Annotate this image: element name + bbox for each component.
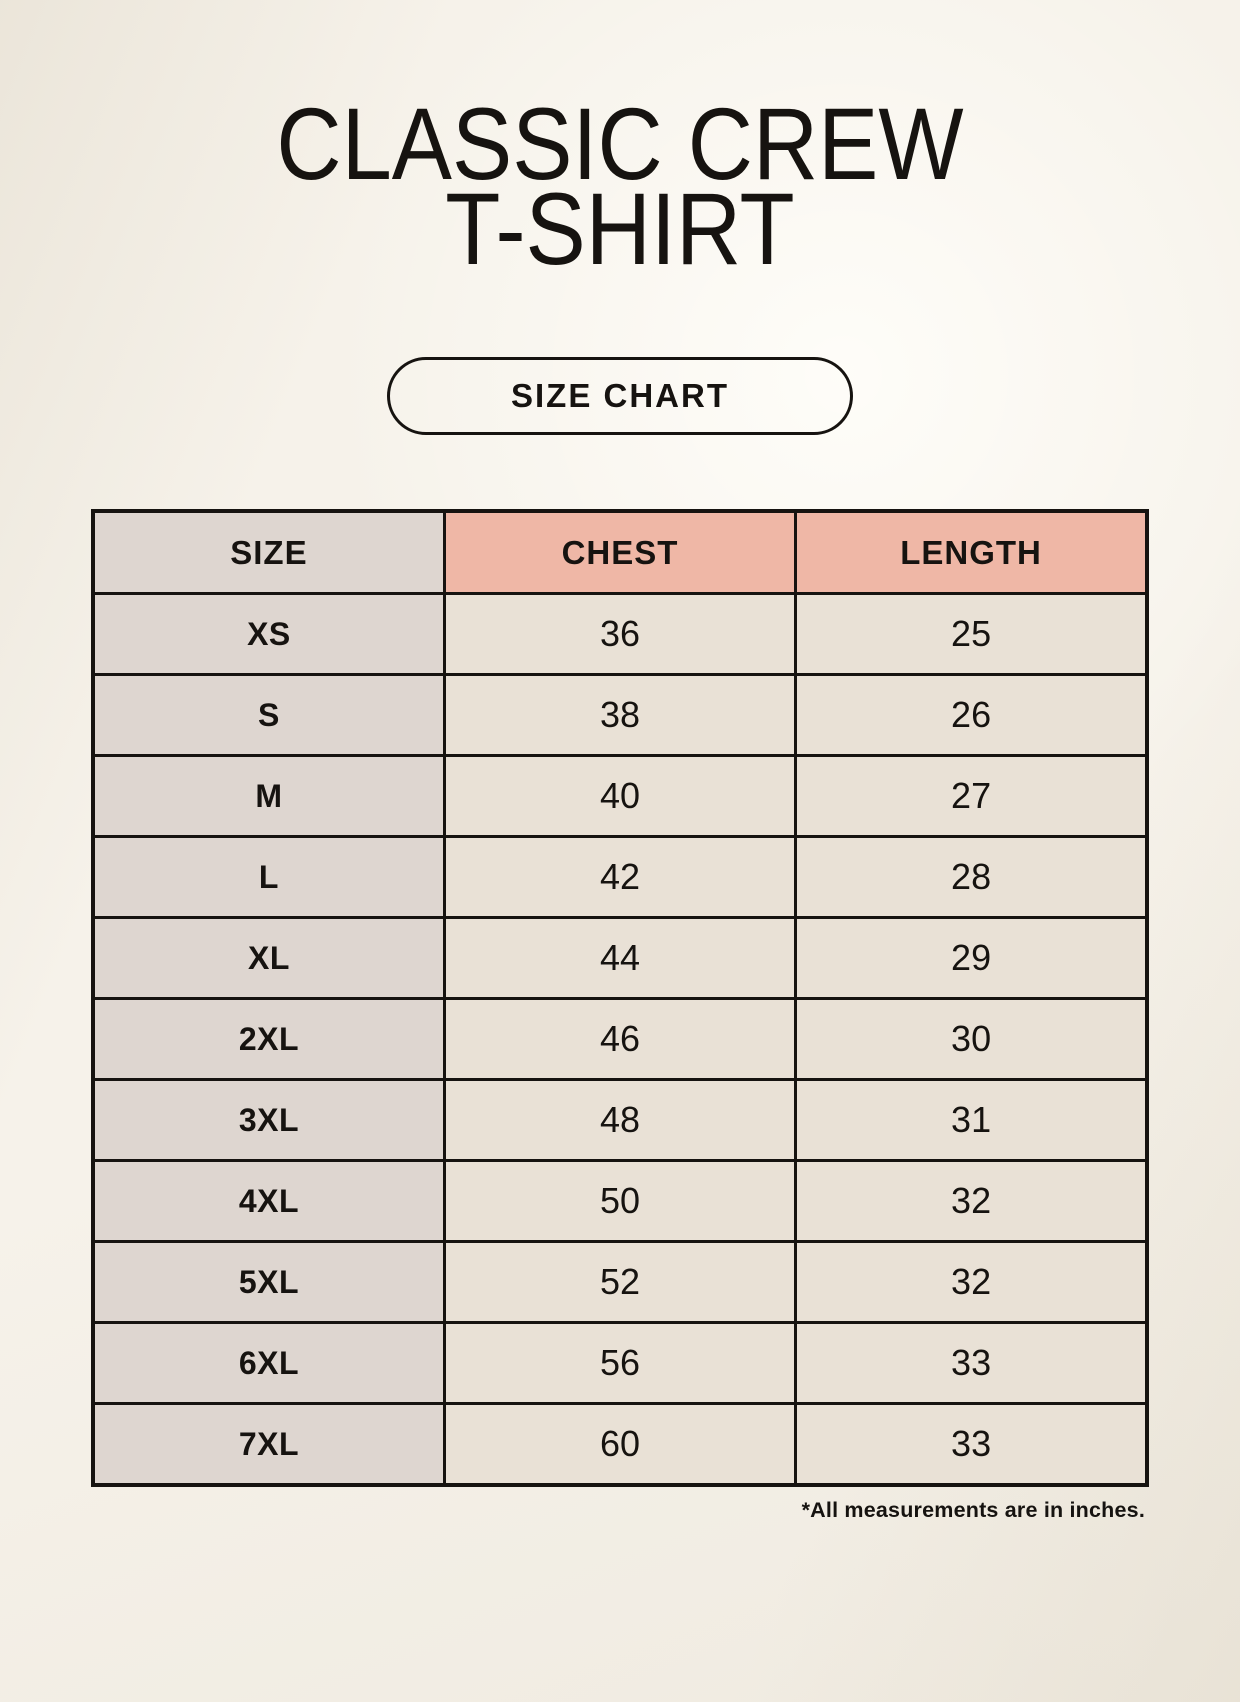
size-cell: 3XL	[91, 1078, 446, 1162]
chest-cell: 38	[442, 673, 798, 757]
chest-cell: 40	[442, 754, 798, 838]
length-cell: 31	[794, 1078, 1149, 1162]
chest-cell: 56	[442, 1321, 798, 1405]
chest-cell: 36	[442, 592, 798, 676]
page-title: CLASSIC CREW T-SHIRT	[71, 87, 1168, 286]
table-row: S 38 26	[91, 673, 1149, 757]
size-chart-button-label: SIZE CHART	[511, 377, 729, 414]
chest-cell: 44	[442, 916, 798, 1000]
size-chart-table: SIZE CHEST LENGTH XS 36 25 S 38 26 M 40 27 L 42 28 X…	[91, 509, 1149, 1487]
page-title-line2: T-SHIRT	[445, 172, 795, 286]
length-cell: 26	[794, 673, 1149, 757]
table-row: 3XL 48 31	[91, 1078, 1149, 1162]
length-cell: 32	[794, 1159, 1149, 1243]
table-row: M 40 27	[91, 754, 1149, 838]
table-row: XL 44 29	[91, 916, 1149, 1000]
column-header-chest: CHEST	[442, 509, 798, 595]
size-cell: S	[91, 673, 446, 757]
chest-cell: 50	[442, 1159, 798, 1243]
table-header: SIZE CHEST LENGTH	[91, 509, 1149, 595]
table-header-row: SIZE CHEST LENGTH	[91, 509, 1149, 595]
measurements-footnote: *All measurements are in inches.	[801, 1498, 1145, 1522]
length-cell: 33	[794, 1402, 1149, 1487]
size-chart-table-body: XS 36 25 S 38 26 M 40 27 L 42 28 XL 44 29 2XL 46 30 3XL 48 3…	[91, 592, 1149, 1487]
size-cell: 4XL	[91, 1159, 446, 1243]
length-cell: 27	[794, 754, 1149, 838]
table-row: 7XL 60 33	[91, 1402, 1149, 1487]
size-chart-table-container: SIZE CHEST LENGTH XS 36 25 S 38 26 M 40 27 L 42 28 X…	[91, 509, 1149, 1523]
table-row: 5XL 52 32	[91, 1240, 1149, 1324]
size-cell: L	[91, 835, 446, 919]
size-cell: 2XL	[91, 997, 446, 1081]
size-cell: 7XL	[91, 1402, 446, 1487]
size-cell: 5XL	[91, 1240, 446, 1324]
table-row: 4XL 50 32	[91, 1159, 1149, 1243]
size-chart-button[interactable]: SIZE CHART	[387, 357, 853, 435]
size-cell: XS	[91, 592, 446, 676]
size-cell: M	[91, 754, 446, 838]
length-cell: 29	[794, 916, 1149, 1000]
size-cell: XL	[91, 916, 446, 1000]
length-cell: 32	[794, 1240, 1149, 1324]
length-cell: 33	[794, 1321, 1149, 1405]
table-row: L 42 28	[91, 835, 1149, 919]
length-cell: 25	[794, 592, 1149, 676]
chest-cell: 48	[442, 1078, 798, 1162]
chest-cell: 46	[442, 997, 798, 1081]
column-header-size: SIZE	[91, 509, 446, 595]
chest-cell: 42	[442, 835, 798, 919]
length-cell: 30	[794, 997, 1149, 1081]
column-header-length: LENGTH	[794, 509, 1149, 595]
page-title-line1: CLASSIC CREW	[276, 87, 964, 201]
chest-cell: 52	[442, 1240, 798, 1324]
table-row: XS 36 25	[91, 592, 1149, 676]
table-row: 6XL 56 33	[91, 1321, 1149, 1405]
length-cell: 28	[794, 835, 1149, 919]
chest-cell: 60	[442, 1402, 798, 1487]
size-cell: 6XL	[91, 1321, 446, 1405]
table-row: 2XL 46 30	[91, 997, 1149, 1081]
